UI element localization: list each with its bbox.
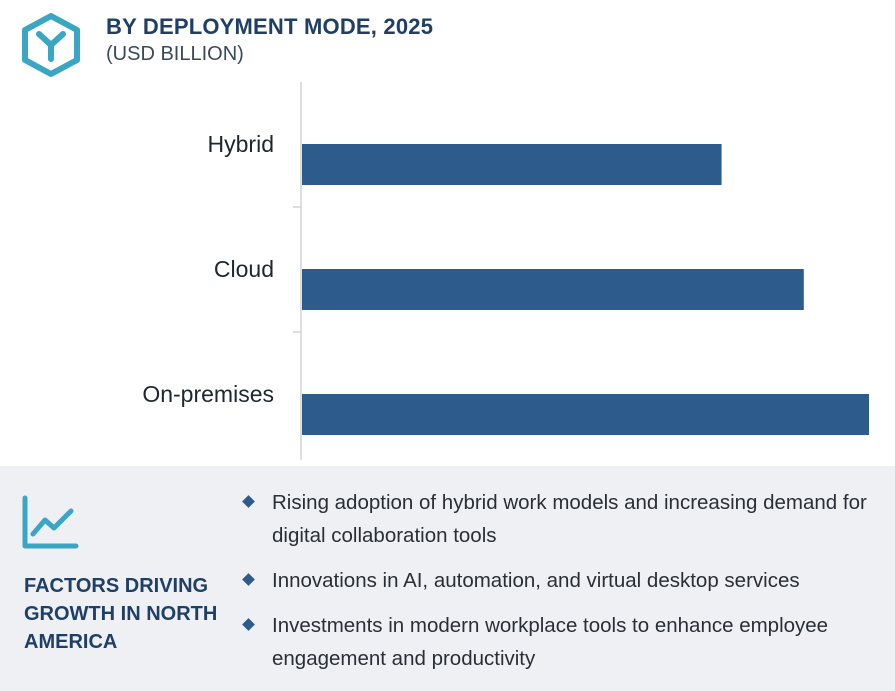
chart-subtitle: (USD BILLION) (106, 43, 244, 65)
category-label: Hybrid (208, 131, 274, 157)
diamond-bullet-icon (242, 573, 255, 586)
bar (302, 269, 804, 310)
trend-line-chart-icon (22, 495, 79, 549)
factors-heading: FACTORS DRIVING GROWTH IN NORTH AMERICA (24, 575, 218, 653)
hexagon-y-logo-icon (22, 13, 80, 77)
factor-text: Investments in modern workplace tools to… (272, 614, 829, 670)
factors-list: Rising adoption of hybrid work models an… (240, 486, 890, 687)
bar (302, 144, 722, 185)
factors-panel (0, 466, 895, 691)
diamond-bullet-icon (242, 618, 255, 631)
category-label: On-premises (142, 381, 274, 407)
bar (302, 394, 869, 435)
factor-item: Rising adoption of hybrid work models an… (240, 486, 890, 552)
bar-chart: Hybrid Cloud On-premises (142, 82, 869, 460)
factor-text: Rising adoption of hybrid work models an… (272, 491, 867, 547)
factor-item: Investments in modern workplace tools to… (240, 609, 890, 675)
chart-title: BY DEPLOYMENT MODE, 2025 (106, 14, 434, 39)
factor-text: Innovations in AI, automation, and virtu… (272, 569, 800, 592)
diamond-bullet-icon (242, 495, 255, 508)
category-label: Cloud (214, 256, 274, 282)
factor-item: Innovations in AI, automation, and virtu… (240, 564, 890, 597)
